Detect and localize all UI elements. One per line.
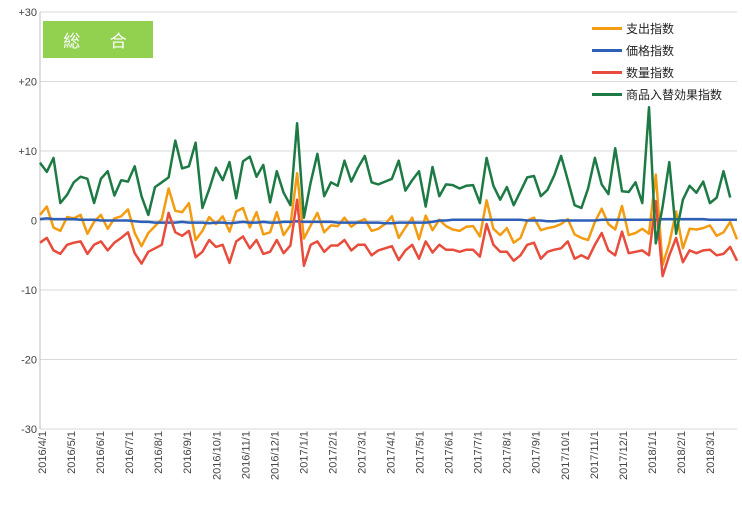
x-tick-label: 2017/2/1 — [327, 431, 339, 474]
legend-swatch-price — [592, 48, 622, 52]
legend-label-spending: 支出指数 — [626, 21, 675, 36]
y-tick-label: -20 — [21, 355, 37, 367]
y-tick-label: +10 — [18, 146, 37, 158]
x-tick-label: 2017/5/1 — [415, 431, 427, 474]
x-tick-label: 2018/1/1 — [647, 431, 659, 474]
y-axis-tick-labels: +30 +20 +10 0 -10 -20 -30 — [18, 7, 37, 436]
x-tick-label: 2016/11/1 — [240, 431, 252, 479]
y-tick-label: +30 — [18, 7, 37, 19]
x-tick-label: 2016/10/1 — [211, 431, 223, 480]
x-tick-label: 2016/5/1 — [66, 431, 78, 474]
series-lines — [38, 105, 739, 278]
series-line-2 — [39, 198, 739, 278]
legend-item-spending: 支出指数 — [592, 17, 722, 39]
x-tick-label: 2017/10/1 — [560, 431, 572, 480]
x-tick-label: 2017/8/1 — [502, 431, 514, 474]
x-tick-label: 2017/3/1 — [356, 431, 368, 474]
x-tick-label: 2017/1/1 — [298, 431, 310, 474]
x-axis-tick-labels: 2016/4/1 2016/5/1 2016/6/1 2016/7/1 2016/8/1… — [37, 431, 717, 480]
legend-item-quantity: 数量指数 — [592, 61, 722, 83]
x-tick-label: 2017/7/1 — [473, 431, 485, 474]
x-tick-label: 2017/11/1 — [589, 431, 601, 479]
y-tick-label: -10 — [21, 285, 37, 297]
legend-swatch-replacement — [592, 92, 622, 96]
legend-label-price: 価格指数 — [626, 43, 675, 58]
x-tick-label: 2016/7/1 — [124, 431, 136, 474]
legend-swatch-quantity — [592, 70, 622, 74]
series-line-0 — [39, 171, 739, 267]
legend-label-quantity: 数量指数 — [626, 65, 675, 80]
y-tick-label: 0 — [31, 216, 37, 228]
x-tick-label: 2016/12/1 — [269, 431, 281, 480]
x-tick-label: 2016/6/1 — [95, 431, 107, 474]
x-tick-label: 2017/6/1 — [444, 431, 456, 474]
y-tick-label: +20 — [18, 77, 37, 89]
series-line-3 — [38, 105, 732, 245]
grid-lines — [39, 11, 737, 430]
legend-item-price: 価格指数 — [592, 39, 722, 61]
x-tick-label: 2018/2/1 — [676, 431, 688, 474]
x-tick-label: 2016/4/1 — [37, 431, 49, 474]
legend-swatch-spending — [592, 26, 622, 30]
x-tick-label: 2016/9/1 — [182, 431, 194, 474]
x-tick-label: 2016/8/1 — [153, 431, 165, 474]
x-tick-label: 2017/12/1 — [618, 431, 630, 480]
legend-label-replacement: 商品入替効果指数 — [626, 87, 723, 102]
x-tick-label: 2017/9/1 — [531, 431, 543, 474]
series-line-1 — [39, 217, 737, 225]
x-tick-label: 2018/3/1 — [705, 431, 717, 474]
y-tick-label: -30 — [21, 424, 37, 436]
legend: 支出指数 価格指数 数量指数 商品入替効果指数 — [592, 17, 722, 105]
category-badge: 総 合 — [43, 21, 153, 58]
x-tick-label: 2017/4/1 — [386, 431, 398, 474]
legend-item-replacement: 商品入替効果指数 — [592, 83, 722, 105]
